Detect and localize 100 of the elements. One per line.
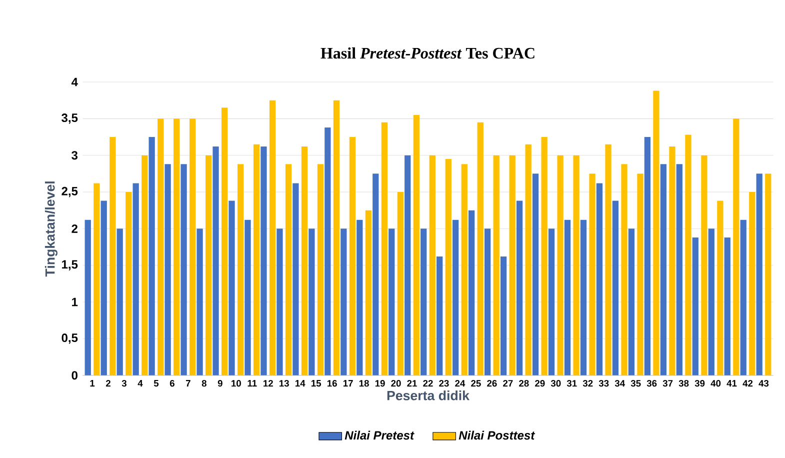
y-tick-label: 2	[72, 224, 78, 233]
bar	[701, 155, 708, 376]
bar	[557, 155, 564, 376]
x-tick-label: 2	[106, 380, 110, 387]
x-tick-label: 43	[758, 380, 769, 387]
y-tick-label: 3	[72, 151, 78, 160]
bar	[206, 155, 212, 376]
x-tick-label: 21	[407, 380, 417, 387]
bar	[676, 164, 682, 376]
bar	[253, 144, 260, 376]
bar	[100, 200, 107, 376]
bar	[429, 155, 436, 376]
bar	[548, 228, 555, 376]
bar	[532, 174, 539, 376]
y-axis-title: Tingkatan/level	[44, 182, 58, 277]
x-tick-label: 31	[566, 380, 577, 387]
bar	[221, 108, 228, 376]
bar	[372, 174, 379, 376]
bar	[84, 220, 91, 376]
bar	[749, 192, 756, 376]
bar	[333, 100, 340, 376]
x-tick-label: 14	[295, 380, 306, 386]
bar	[164, 164, 171, 376]
x-tick-label: 29	[535, 380, 545, 387]
bar	[260, 146, 267, 376]
x-tick-label: 8	[202, 380, 206, 387]
bar	[269, 100, 276, 376]
bar	[244, 220, 251, 376]
bar	[468, 210, 475, 376]
x-tick-label: 42	[742, 380, 753, 387]
bar	[461, 164, 468, 376]
bar	[500, 256, 507, 376]
x-tick-label: 27	[503, 380, 513, 387]
x-tick-label: 16	[327, 380, 337, 387]
bar	[637, 174, 644, 376]
chart-title: Hasil Pretest-Posttest Tes CPAC	[320, 47, 534, 59]
x-tick-label: 24	[455, 380, 466, 387]
x-tick-label: 35	[630, 380, 641, 387]
bar	[509, 155, 516, 376]
bar	[413, 115, 420, 376]
bar	[292, 183, 299, 376]
bar	[158, 118, 164, 376]
x-tick-label: 17	[343, 380, 353, 386]
bar	[596, 183, 603, 376]
x-tick-label: 12	[264, 380, 273, 387]
y-tick-label: 0,5	[62, 334, 78, 344]
x-tick-label: 11	[248, 380, 257, 386]
x-tick-label: 5	[154, 380, 159, 387]
bar	[541, 137, 548, 376]
x-tick-label: 37	[662, 380, 673, 387]
x-tick-label: 34	[614, 380, 625, 387]
x-tick-label: 32	[582, 380, 593, 387]
x-axis-title: Peserta didik	[387, 390, 470, 400]
y-tick-label: 3,5	[62, 114, 78, 124]
bar	[516, 200, 523, 376]
x-tick-label: 40	[710, 380, 721, 387]
bar	[573, 155, 580, 376]
x-tick-label: 23	[439, 380, 449, 387]
bar	[349, 137, 356, 376]
bar	[717, 200, 724, 376]
bar	[653, 90, 660, 376]
bar	[212, 146, 219, 376]
bar	[237, 164, 244, 376]
x-tick-label: 9	[218, 380, 222, 387]
bar	[660, 164, 666, 376]
x-tick-label: 19	[375, 380, 385, 387]
bar	[580, 220, 587, 376]
bar	[733, 118, 740, 376]
bar	[180, 164, 187, 376]
x-tick-label: 26	[487, 380, 497, 387]
bar	[132, 183, 139, 376]
bar	[445, 159, 452, 376]
x-tick-label: 13	[280, 380, 289, 387]
bar	[94, 183, 100, 376]
x-tick-label: 1	[90, 380, 95, 386]
x-tick-label: 15	[311, 380, 322, 387]
bar	[365, 210, 372, 376]
bar	[276, 228, 283, 376]
x-tick-label: 41	[726, 380, 737, 386]
y-tick-label: 4	[71, 78, 78, 86]
y-tick-label: 1,5	[62, 260, 78, 270]
bar	[340, 228, 347, 376]
y-tick-label: 2,5	[62, 186, 78, 198]
bar	[110, 137, 116, 376]
bar	[644, 137, 650, 376]
bar	[317, 164, 324, 376]
bar	[356, 220, 363, 376]
x-tick-label: 22	[423, 380, 433, 387]
bar	[388, 228, 395, 376]
bar	[142, 155, 148, 376]
bar	[669, 146, 676, 376]
bar	[628, 228, 635, 376]
bar	[589, 174, 596, 376]
bar	[308, 228, 315, 376]
x-tick-label: 25	[471, 380, 481, 387]
bar	[285, 164, 292, 376]
bar	[452, 220, 459, 376]
bar	[477, 122, 484, 376]
bar	[685, 134, 692, 376]
bar	[196, 228, 203, 376]
